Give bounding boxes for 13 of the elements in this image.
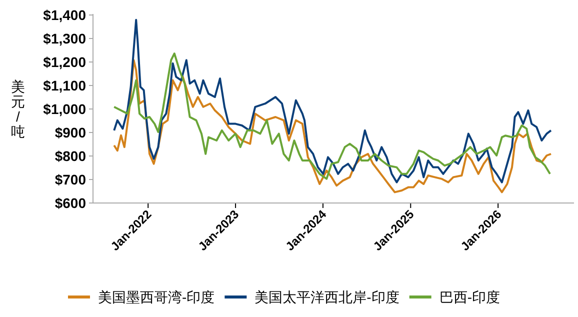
y-tick-label: $1,200	[43, 54, 86, 70]
y-tick-label: $1,300	[43, 30, 86, 46]
y-axis-title: 美元/吨	[11, 78, 25, 140]
legend-label: 巴西-印度	[439, 289, 500, 305]
y-tick-label: $600	[54, 195, 86, 211]
y-tick-label: $700	[54, 172, 86, 188]
legend-label: 美国墨西哥湾-印度	[98, 289, 215, 305]
legend-label: 美国太平洋西北岸-印度	[254, 289, 400, 305]
y-tick-label: $1,100	[43, 78, 86, 94]
y-tick-label: $1,400	[43, 7, 86, 23]
y-tick-label: $800	[54, 148, 86, 164]
y-tick-label: $900	[54, 124, 86, 140]
y-tick-label: $1,000	[43, 101, 86, 117]
